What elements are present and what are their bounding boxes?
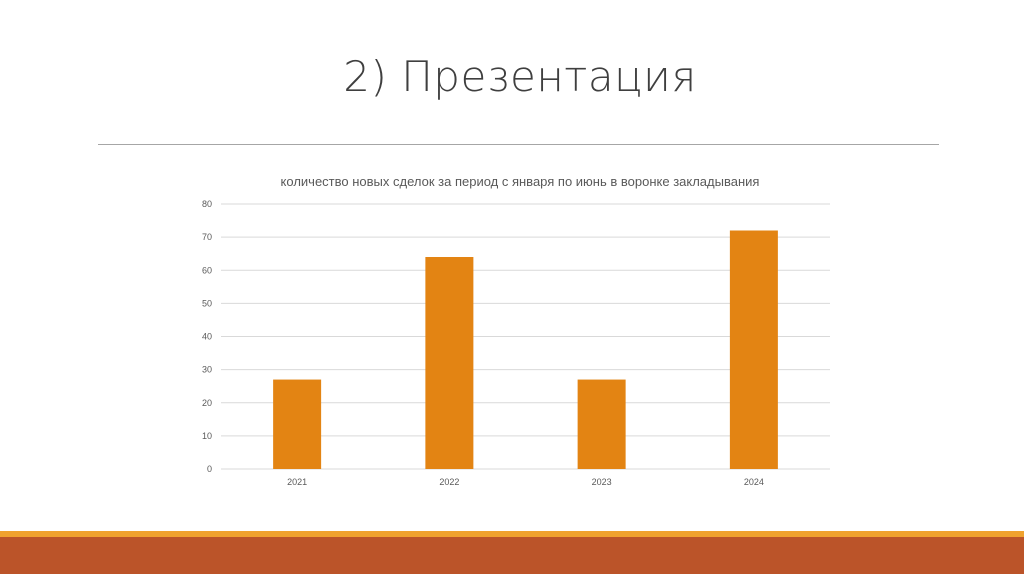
y-tick-label: 0 [207,464,212,474]
bar-2021 [273,379,322,469]
y-tick-label: 70 [202,232,212,242]
chart-title: количество новых сделок за период с янва… [280,174,760,189]
bar-2024 [729,230,778,469]
y-tick-label: 40 [202,332,212,342]
y-tick-label: 80 [202,199,212,209]
x-tick-label: 2023 [592,477,612,487]
footer-accent-stripe [0,531,1024,537]
y-tick-label: 10 [202,431,212,441]
y-tick-label: 50 [202,298,212,308]
slide-title: 2) Презентация [343,52,697,101]
x-tick-label: 2022 [439,477,459,487]
bar-2023 [577,379,626,469]
footer-band [0,537,1024,574]
x-tick-label: 2024 [744,477,764,487]
y-tick-label: 60 [202,265,212,275]
bar-2022 [425,257,474,469]
y-tick-label: 30 [202,365,212,375]
y-tick-label: 20 [202,398,212,408]
title-divider [98,144,939,145]
x-tick-label: 2021 [287,477,307,487]
